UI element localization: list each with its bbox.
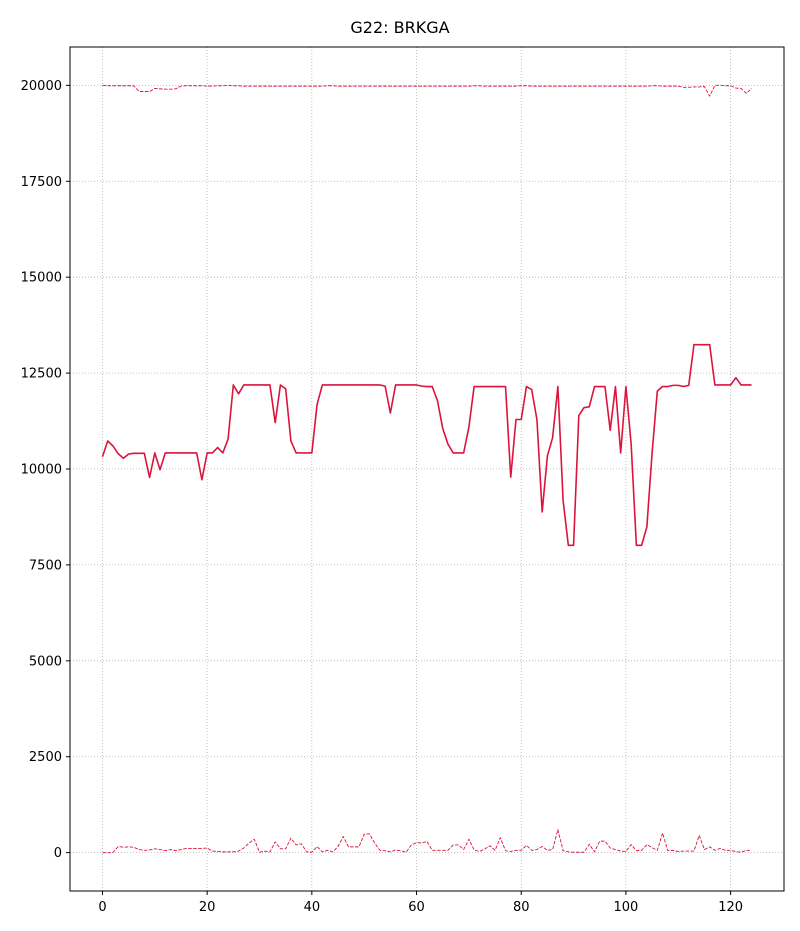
x-tick-label: 40 [304, 900, 321, 915]
y-tick-label: 20000 [21, 79, 62, 94]
y-tick-label: 2500 [29, 750, 62, 765]
x-tick-label: 0 [98, 900, 106, 915]
x-axis: 0 20 40 60 80 100 120 [98, 891, 743, 915]
chart-title: G22: BRKGA [350, 18, 449, 37]
x-tick-label: 120 [718, 900, 743, 915]
main-series-line [101, 343, 752, 547]
y-tick-label: 17500 [21, 175, 62, 190]
x-tick-label: 20 [199, 900, 216, 915]
y-tick-label: 0 [54, 846, 62, 861]
series-layer [101, 84, 752, 854]
x-tick-label: 60 [408, 900, 425, 915]
x-tick-label: 100 [614, 900, 639, 915]
lower-dashed-series-line [102, 829, 752, 854]
y-tick-label: 15000 [21, 271, 62, 286]
y-tick-label: 7500 [29, 558, 62, 573]
grid [70, 47, 784, 891]
y-tick-label: 12500 [21, 367, 62, 382]
y-tick-label: 10000 [21, 463, 62, 478]
x-tick-label: 80 [513, 900, 530, 915]
y-tick-label: 5000 [29, 654, 62, 669]
y-axis: 0 2500 5000 7500 10000 12500 15000 17500 20000 [21, 79, 70, 861]
upper-dashed-series-line [102, 84, 752, 97]
